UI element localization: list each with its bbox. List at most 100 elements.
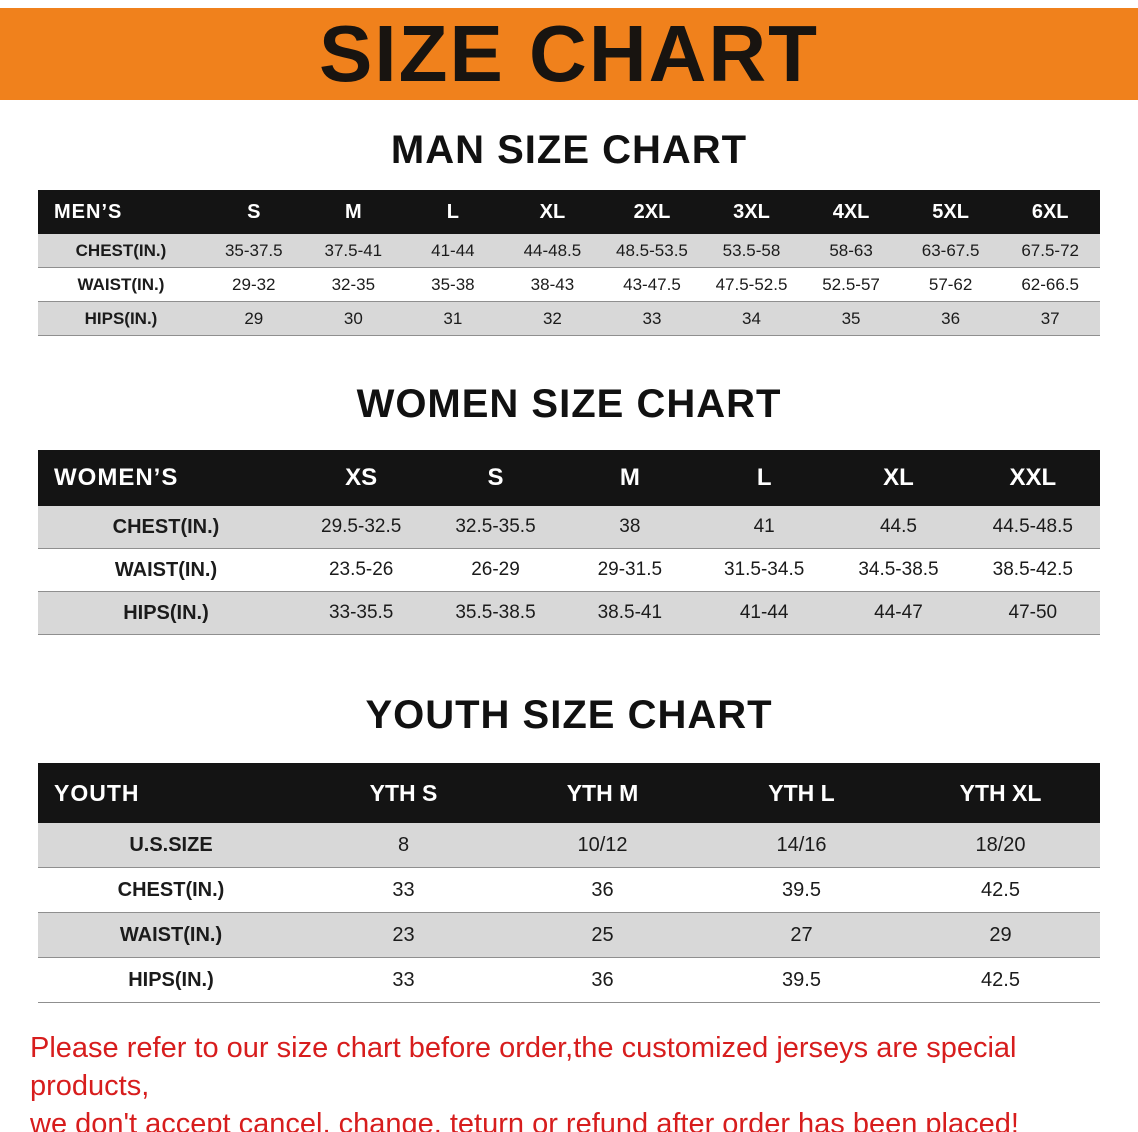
column-header: XL: [883, 464, 914, 491]
row-label: HIPS(IN.): [38, 591, 294, 635]
table-cell: 62-66.5: [1000, 267, 1100, 302]
table-row: U.S.SIZE 8 10/12 14/16 18/20: [38, 823, 1100, 868]
table-header-row: YOUTH YTH S YTH M YTH L YTH XL: [38, 763, 1100, 823]
table-cell: 18/20: [901, 823, 1100, 868]
column-header: YTH M: [566, 779, 639, 806]
column-header: 3XL: [733, 200, 770, 223]
column-header: S: [247, 200, 261, 223]
men-size-table-container: MEN’S S M L XL 2XL 3XL 4XL 5XL 6XL CHEST(IN.) 35-37…: [38, 190, 1100, 336]
table-cell: 33: [602, 301, 702, 336]
table-cell: 27: [702, 912, 901, 958]
table-cell: 34: [701, 301, 802, 336]
table-row: CHEST(IN.) 35-37.5 37.5-41 41-44 44-48.5 48.5…: [38, 234, 1100, 268]
row-label: CHEST(IN.): [38, 234, 204, 268]
table-cell: 35-37.5: [204, 234, 304, 268]
table-row: WAIST(IN.) 29-32 32-35 35-38 38-43 43-47.5 47.…: [38, 267, 1100, 302]
table-row: WAIST(IN.) 23.5-26 26-29 29-31.5 31.5-34.5 34…: [38, 548, 1100, 592]
table-cell: 67.5-72: [1000, 234, 1100, 268]
table-cell: 23.5-26: [294, 548, 429, 592]
women-size-chart-heading: WOMEN SIZE CHART: [356, 382, 782, 426]
table-cell: 35.5-38.5: [428, 591, 563, 635]
table-cell: 10/12: [503, 823, 702, 868]
table-cell: 23: [304, 912, 503, 958]
table-cell: 29-32: [204, 267, 304, 302]
table-cell: 38.5-41: [562, 591, 697, 635]
table-cell: 32: [502, 301, 603, 336]
table-cell: 43-47.5: [602, 267, 702, 302]
column-header: YTH S: [369, 779, 438, 806]
table-row: CHEST(IN.) 33 36 39.5 42.5: [38, 867, 1100, 913]
table-group-label: MEN’S: [54, 200, 123, 223]
table-cell: 44.5: [831, 506, 966, 549]
table-cell: 48.5-53.5: [602, 234, 702, 268]
column-header: 6XL: [1031, 200, 1069, 223]
row-label: WAIST(IN.): [38, 912, 304, 958]
table-cell: 41-44: [696, 591, 832, 635]
column-header: YTH XL: [959, 779, 1042, 806]
row-label: WAIST(IN.): [38, 267, 204, 302]
column-header: S: [487, 464, 504, 491]
table-cell: 31: [403, 301, 503, 336]
table-header-row: MEN’S S M L XL 2XL 3XL 4XL 5XL 6XL: [38, 190, 1100, 234]
table-cell: 35: [801, 301, 901, 336]
table-cell: 35-38: [403, 267, 503, 302]
table-cell: 63-67.5: [900, 234, 1001, 268]
table-cell: 39.5: [702, 867, 901, 913]
table-cell: 36: [900, 301, 1001, 336]
table-cell: 38: [562, 506, 697, 549]
column-header: XS: [345, 464, 378, 491]
table-row: WAIST(IN.) 23 25 27 29: [38, 912, 1100, 958]
row-label: U.S.SIZE: [38, 823, 304, 868]
row-label: HIPS(IN.): [38, 301, 204, 336]
table-cell: 57-62: [900, 267, 1001, 302]
column-header: XXL: [1009, 464, 1057, 491]
row-label: CHEST(IN.): [38, 506, 294, 549]
table-cell: 53.5-58: [701, 234, 802, 268]
disclaimer-line-2: we don't accept cancel, change, teturn o…: [30, 1108, 1019, 1132]
column-header: 4XL: [832, 200, 870, 223]
size-chart-title: SIZE CHART: [319, 9, 819, 98]
table-row: CHEST(IN.) 29.5-32.5 32.5-35.5 38 41 44.5 44.5…: [38, 506, 1100, 549]
column-header: L: [756, 464, 772, 491]
table-cell: 42.5: [901, 957, 1100, 1003]
row-label: CHEST(IN.): [38, 867, 304, 913]
table-cell: 41-44: [403, 234, 503, 268]
column-header: YTH L: [768, 779, 835, 806]
column-header: 5XL: [932, 200, 969, 223]
column-header: XL: [539, 200, 566, 223]
mens-size-table: MEN’S S M L XL 2XL 3XL 4XL 5XL 6XL CHEST(IN.) 35-37…: [38, 190, 1100, 336]
youth-size-table-container: YOUTH YTH S YTH M YTH L YTH XL U.S.SIZE 8 10/12…: [38, 763, 1100, 1003]
women-size-table-container: WOMEN’S XS S M L XL XXL CHEST(IN.) 29.5-32.5 32.5…: [38, 450, 1100, 635]
table-cell: 39.5: [702, 957, 901, 1003]
table-cell: 36: [503, 867, 702, 913]
table-row: HIPS(IN.) 33-35.5 35.5-38.5 38.5-41 41-44 44-…: [38, 591, 1100, 635]
table-cell: 14/16: [702, 823, 901, 868]
table-cell: 38-43: [502, 267, 603, 302]
table-cell: 33: [304, 957, 503, 1003]
table-row: HIPS(IN.) 29 30 31 32 33 34 35 36 37: [38, 301, 1100, 336]
row-label: WAIST(IN.): [38, 548, 294, 592]
table-group-label: WOMEN’S: [54, 464, 179, 491]
table-cell: 36: [503, 957, 702, 1003]
table-cell: 38.5-42.5: [965, 548, 1100, 592]
table-header-row: WOMEN’S XS S M L XL XXL: [38, 450, 1100, 506]
disclaimer-line-1: Please refer to our size chart before or…: [30, 1032, 1017, 1102]
disclaimer: Please refer to our size chart before or…: [0, 1003, 1138, 1132]
table-cell: 44-47: [831, 591, 966, 635]
table-cell: 52.5-57: [801, 267, 901, 302]
table-cell: 42.5: [901, 867, 1100, 913]
man-size-chart-heading: MAN SIZE CHART: [390, 128, 748, 172]
column-header: 2XL: [633, 200, 671, 223]
table-row: HIPS(IN.) 33 36 39.5 42.5: [38, 957, 1100, 1003]
row-label: HIPS(IN.): [38, 957, 304, 1003]
table-cell: 8: [304, 823, 503, 868]
table-cell: 33-35.5: [294, 591, 429, 635]
table-cell: 58-63: [801, 234, 901, 268]
table-cell: 29-31.5: [562, 548, 697, 592]
table-cell: 25: [503, 912, 702, 958]
youth-size-table: YOUTH YTH S YTH M YTH L YTH XL U.S.SIZE 8 10/12…: [38, 763, 1100, 1003]
table-cell: 44-48.5: [502, 234, 603, 268]
column-header: L: [446, 200, 459, 223]
table-cell: 32-35: [303, 267, 404, 302]
